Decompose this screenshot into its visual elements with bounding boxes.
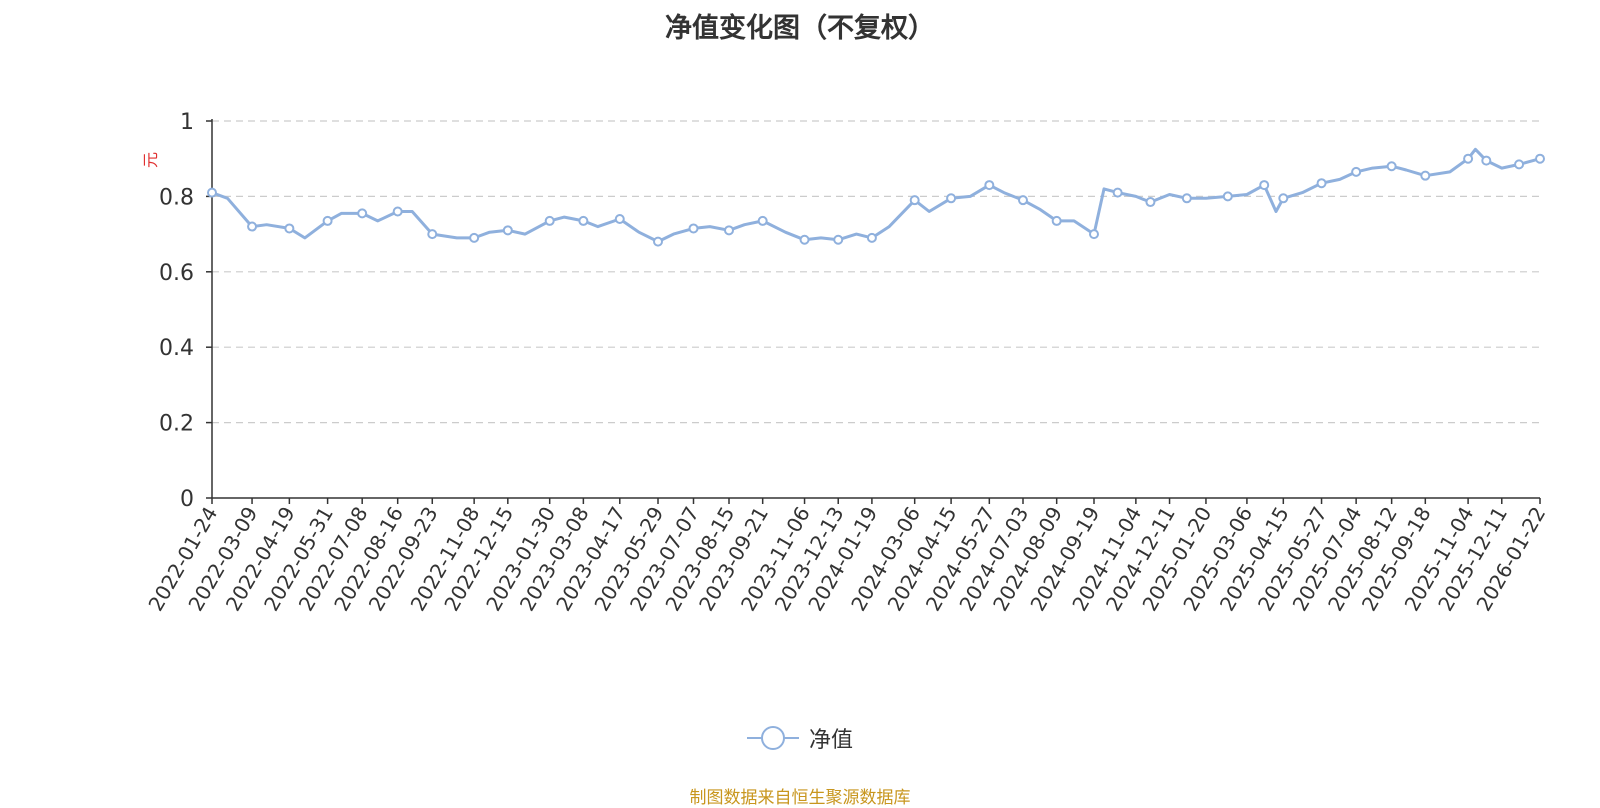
data-point[interactable] xyxy=(1088,229,1099,240)
y-tick-label: 1 xyxy=(180,110,194,135)
data-point[interactable] xyxy=(757,215,768,226)
data-point[interactable] xyxy=(1463,153,1474,164)
data-point[interactable] xyxy=(1112,187,1123,198)
data-point[interactable] xyxy=(357,208,368,219)
y-tick-label: 0 xyxy=(180,487,194,512)
legend-label: 净值 xyxy=(808,728,853,753)
series-line-净值 xyxy=(211,147,1541,244)
data-point[interactable] xyxy=(392,206,403,217)
y-axis: 0 0.2 0.4 0.6 0.8 1 xyxy=(159,110,213,512)
data-point[interactable] xyxy=(1222,191,1233,202)
data-point[interactable] xyxy=(866,232,877,243)
data-point[interactable] xyxy=(1278,193,1289,204)
data-point[interactable] xyxy=(909,195,920,206)
data-point[interactable] xyxy=(1051,215,1062,226)
data-point[interactable] xyxy=(833,234,844,245)
legend[interactable]: 净值 xyxy=(0,722,1600,754)
data-point[interactable] xyxy=(1386,161,1397,172)
data-point[interactable] xyxy=(502,225,513,236)
data-point[interactable] xyxy=(984,180,995,191)
data-point[interactable] xyxy=(207,187,217,198)
series-layer xyxy=(207,147,1545,247)
y-tick-label: 0.4 xyxy=(159,336,194,361)
data-point[interactable] xyxy=(578,215,589,226)
data-point[interactable] xyxy=(799,234,810,245)
data-point[interactable] xyxy=(614,214,625,225)
circle-line-icon xyxy=(746,725,799,751)
y-tick-label: 0.6 xyxy=(159,261,194,286)
x-axis: 2022-01-242022-03-092022-04-192022-05-31… xyxy=(143,497,1550,615)
y-tick-label: 0.8 xyxy=(159,185,194,210)
data-point[interactable] xyxy=(469,232,480,243)
data-point[interactable] xyxy=(1481,155,1492,166)
data-point[interactable] xyxy=(1535,153,1545,164)
data-point[interactable] xyxy=(247,221,258,232)
data-point[interactable] xyxy=(1514,159,1525,170)
data-point[interactable] xyxy=(322,215,333,226)
data-point[interactable] xyxy=(284,223,295,234)
data-point[interactable] xyxy=(544,215,555,226)
data-point[interactable] xyxy=(653,236,664,247)
y-tick-label: 0.2 xyxy=(159,412,194,437)
data-point[interactable] xyxy=(946,193,957,204)
y-axis-label: 元 xyxy=(141,152,160,168)
data-point[interactable] xyxy=(1145,197,1156,208)
data-point[interactable] xyxy=(1420,170,1431,181)
data-point[interactable] xyxy=(1316,178,1327,189)
data-source-note: 制图数据来自恒生聚源数据库 xyxy=(689,788,911,808)
grid-lines xyxy=(212,120,1540,424)
data-point[interactable] xyxy=(1017,195,1028,206)
data-point[interactable] xyxy=(427,229,438,240)
data-point[interactable] xyxy=(1259,180,1270,191)
data-point[interactable] xyxy=(1351,166,1362,177)
data-point[interactable] xyxy=(724,225,735,236)
chart-title: 净值变化图（不复权） xyxy=(665,13,935,44)
data-point[interactable] xyxy=(1181,193,1192,204)
data-point[interactable] xyxy=(688,223,699,234)
